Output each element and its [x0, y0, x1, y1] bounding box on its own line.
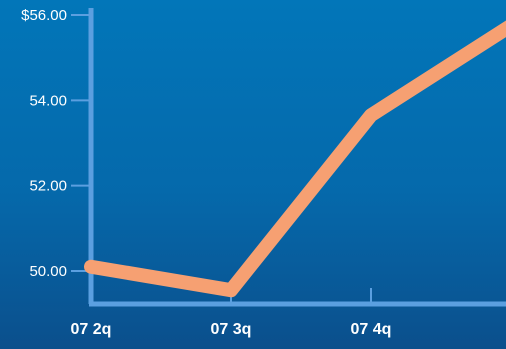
axes: [71, 8, 506, 307]
x-tick-label: 07 2q: [71, 321, 112, 338]
y-tick-label: $56.00: [21, 7, 67, 24]
y-tick-label: 54.00: [29, 92, 67, 109]
x-tick-label: 07 3q: [211, 321, 252, 338]
x-tick-label: 07 4q: [351, 321, 392, 338]
tick-labels: $56.00 54.00 52.00 50.00 07 2q 07 3q 07 4q: [21, 7, 391, 338]
y-tick-label: 52.00: [29, 178, 67, 195]
series-line: [84, 20, 506, 298]
y-tick-label: 50.00: [29, 263, 67, 280]
series-layer: [84, 20, 506, 298]
